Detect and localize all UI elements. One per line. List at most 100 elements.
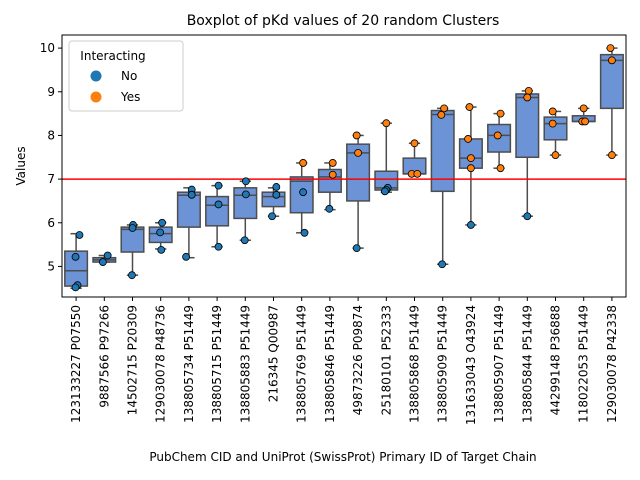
box: [543, 116, 568, 141]
data-point: [606, 44, 615, 52]
x-tick-label: 123133227 P07550: [69, 305, 83, 423]
data-point: [214, 181, 223, 190]
data-point: [524, 86, 533, 95]
data-point: [71, 252, 80, 261]
x-tick-label: 14502715 P20309: [126, 305, 140, 415]
box-group: [120, 224, 145, 276]
data-point: [523, 212, 532, 221]
data-point: [413, 169, 422, 178]
y-tick-label: 6: [47, 216, 55, 230]
data-point: [579, 104, 588, 113]
x-tick-label: 49873226 P09874: [351, 305, 365, 415]
x-tick-label: 25180101 P52333: [379, 305, 393, 415]
legend-label: No: [121, 69, 137, 83]
legend-label: Yes: [120, 90, 140, 104]
data-point: [548, 107, 557, 116]
box: [515, 93, 540, 159]
box-group: [317, 162, 342, 211]
data-point: [214, 200, 223, 209]
data-point: [328, 170, 337, 179]
y-tick-label: 7: [47, 172, 55, 186]
x-tick-label: 118022053 P51449: [577, 305, 591, 423]
x-tick-label: 131633043 O43924: [464, 305, 478, 425]
box-group: [487, 112, 512, 169]
data-point: [299, 188, 308, 197]
x-axis-label: PubChem CID and UniProt (SwissProt) Prim…: [149, 450, 536, 464]
data-point: [380, 187, 389, 196]
x-tick-label: 138805883 P51449: [238, 305, 252, 423]
box-group: [543, 110, 568, 156]
box-group: [64, 232, 89, 290]
box-group: [402, 142, 427, 176]
data-point: [354, 148, 363, 157]
x-tick-label: 129030078 P48736: [154, 305, 168, 423]
data-point: [523, 93, 532, 102]
data-point: [465, 103, 474, 111]
data-point: [214, 242, 223, 251]
data-point: [496, 109, 505, 118]
box-group: [515, 90, 540, 217]
data-point: [440, 104, 449, 113]
box-group: [374, 122, 399, 193]
data-point: [437, 111, 446, 119]
legend-marker: [90, 70, 102, 82]
plot-frame: [61, 34, 627, 298]
data-point: [241, 190, 250, 199]
data-point: [156, 228, 165, 237]
data-point: [548, 119, 557, 128]
legend-marker: [90, 91, 102, 103]
data-point: [128, 271, 136, 280]
data-point: [98, 258, 107, 266]
x-tick-label: 44299148 P36888: [549, 305, 563, 415]
data-point: [466, 154, 475, 163]
data-point: [608, 56, 616, 65]
box: [205, 195, 230, 227]
data-point: [300, 228, 309, 237]
x-tick-label: 138805715 P51449: [210, 305, 224, 423]
y-tick-label: 10: [40, 41, 55, 55]
x-tick-label: 138805734 P51449: [182, 305, 196, 423]
x-tick-label: 129030078 P42338: [605, 305, 619, 423]
data-point: [128, 224, 137, 232]
box-group: [205, 184, 230, 248]
data-point: [382, 119, 391, 128]
box-group: [261, 187, 286, 217]
data-point: [352, 131, 361, 140]
data-point: [75, 231, 84, 239]
data-point: [299, 159, 308, 167]
data-point: [466, 164, 475, 173]
data-point: [240, 236, 249, 245]
data-point: [581, 117, 590, 126]
data-point: [182, 252, 190, 261]
data-point: [241, 177, 250, 186]
box-group: [233, 180, 258, 241]
legend-title: Interacting: [80, 49, 145, 63]
x-tick-label: 138805909 P51449: [436, 305, 450, 423]
data-point: [438, 260, 447, 269]
chart-title: Boxplot of pKd values of 20 random Clust…: [187, 13, 500, 29]
data-point: [493, 131, 502, 140]
data-point: [352, 244, 361, 252]
data-point: [158, 218, 167, 227]
box-group: [430, 107, 455, 265]
legend: Interacting No Yes: [68, 40, 184, 112]
x-tick-label: 138805868 P51449: [408, 305, 422, 423]
x-tick-label: 9887566 P97266: [97, 305, 111, 408]
data-point: [410, 139, 419, 148]
y-tick-label: 8: [47, 128, 55, 142]
box: [346, 143, 371, 202]
data-point: [551, 151, 560, 159]
data-point: [157, 245, 166, 254]
data-point: [466, 221, 475, 229]
plot-area: 5 6 7 8 9 10 123133227 P07550 9887566 P97266 145…: [40, 34, 627, 425]
box-group: [176, 187, 201, 259]
data-point: [103, 251, 112, 260]
data-point: [71, 283, 80, 292]
data-point: [464, 135, 472, 143]
x-tick-label: 216345 Q00987: [267, 305, 281, 402]
x-tick-label: 138805844 P51449: [520, 305, 534, 423]
data-point: [325, 204, 334, 213]
data-point: [608, 151, 616, 159]
box: [599, 53, 624, 110]
